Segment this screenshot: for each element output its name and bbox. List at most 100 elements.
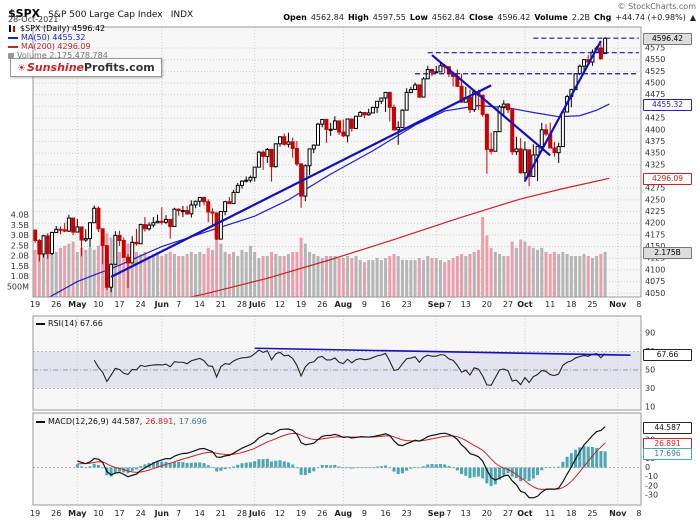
svg-text:19: 19 <box>296 300 306 309</box>
svg-text:19: 19 <box>30 300 40 309</box>
high-value: 4597.55 <box>372 13 406 22</box>
svg-text:14: 14 <box>195 509 205 518</box>
chart-date: 28-Oct-2021 <box>8 15 59 24</box>
svg-text:26: 26 <box>317 300 327 309</box>
svg-text:-30: -30 <box>645 491 658 500</box>
svg-text:17: 17 <box>114 509 124 518</box>
legend-volume-label: Volume 2,175,478,784 <box>17 51 108 60</box>
last-price-badge: 4596.42 <box>643 33 692 45</box>
svg-text:4150: 4150 <box>645 242 665 251</box>
svg-text:25: 25 <box>587 300 597 309</box>
svg-text:4350: 4350 <box>645 149 665 158</box>
rsi-legend: RSI(14) 67.66 <box>36 319 103 328</box>
svg-text:4525: 4525 <box>645 67 665 76</box>
svg-text:4250: 4250 <box>645 195 665 204</box>
candlestick-icon <box>9 25 15 32</box>
svg-text:-10: -10 <box>645 472 658 481</box>
svg-text:4475: 4475 <box>645 90 665 99</box>
sun-icon: ☀ <box>17 63 26 74</box>
svg-text:0: 0 <box>645 463 650 472</box>
svg-text:7: 7 <box>446 509 451 518</box>
svg-text:4200: 4200 <box>645 219 665 228</box>
logo-text-sunshine: Sunshine <box>26 61 84 74</box>
svg-text:4100: 4100 <box>645 265 665 274</box>
svg-text:-20: -20 <box>645 481 658 490</box>
svg-text:10: 10 <box>93 509 103 518</box>
svg-text:14: 14 <box>195 300 205 309</box>
close-value: 4596.42 <box>497 13 531 22</box>
ticker-symbol: $SPX <box>8 7 41 20</box>
svg-text:6: 6 <box>261 300 266 309</box>
svg-text:4575: 4575 <box>645 44 665 53</box>
svg-text:26: 26 <box>51 300 61 309</box>
svg-text:4375: 4375 <box>645 137 665 146</box>
macd-signal-value: 26.891, <box>145 417 176 426</box>
svg-text:4225: 4225 <box>645 207 665 216</box>
svg-text:4425: 4425 <box>645 114 665 123</box>
svg-text:10: 10 <box>93 300 103 309</box>
svg-text:7: 7 <box>176 509 181 518</box>
svg-text:7: 7 <box>446 300 451 309</box>
svg-text:20: 20 <box>482 509 492 518</box>
high-label: High <box>347 13 369 22</box>
svg-text:4275: 4275 <box>645 184 665 193</box>
macd-hist-value: 17.696 <box>178 417 207 426</box>
svg-text:12: 12 <box>275 509 285 518</box>
svg-text:30: 30 <box>645 384 655 393</box>
legend-spx-label: $SPX (Daily) 4596.42 <box>20 24 106 33</box>
volume-value: 2.2B <box>571 13 591 22</box>
svg-text:26: 26 <box>317 509 327 518</box>
svg-text:1.0B: 1.0B <box>11 272 29 281</box>
svg-text:3.0B: 3.0B <box>11 231 29 240</box>
svg-text:May: May <box>68 509 87 518</box>
quote-bar: Open 4562.84 High 4597.55 Low 4562.84 Cl… <box>283 13 696 22</box>
svg-text:25: 25 <box>587 509 597 518</box>
svg-text:11: 11 <box>545 509 555 518</box>
volume-bar-icon <box>8 52 14 59</box>
svg-text:21: 21 <box>216 509 226 518</box>
svg-text:4550: 4550 <box>645 55 665 64</box>
svg-text:Nov: Nov <box>609 509 627 518</box>
legend-volume: Volume 2,175,478,784 <box>8 51 108 60</box>
macd-value-badge: 44.587 <box>643 422 692 434</box>
svg-text:16: 16 <box>380 300 390 309</box>
legend-ma200-label: MA(200) 4296.09 <box>21 42 91 51</box>
low-value: 4562.84 <box>431 13 465 22</box>
svg-text:19: 19 <box>296 509 306 518</box>
svg-text:27: 27 <box>503 509 513 518</box>
svg-text:4325: 4325 <box>645 160 665 169</box>
ma50-line-icon <box>8 36 18 39</box>
svg-text:4075: 4075 <box>645 277 665 286</box>
svg-text:2.5B: 2.5B <box>11 241 29 250</box>
svg-text:7: 7 <box>176 300 181 309</box>
svg-text:12: 12 <box>275 300 285 309</box>
svg-text:18: 18 <box>566 509 576 518</box>
svg-text:13: 13 <box>461 300 471 309</box>
svg-text:4050: 4050 <box>645 289 665 298</box>
svg-text:23: 23 <box>402 300 412 309</box>
legend-spx-series: $SPX (Daily) 4596.42 <box>8 24 105 33</box>
sunshine-profits-logo[interactable]: ☀SunshineProfits.com <box>10 58 162 77</box>
svg-text:90: 90 <box>645 329 655 338</box>
open-value: 4562.84 <box>310 13 344 22</box>
ma200-value-badge: 4296.09 <box>643 173 692 185</box>
svg-text:9: 9 <box>362 300 367 309</box>
stockcharts-copyright-link[interactable]: © StockCharts.com <box>617 2 696 11</box>
svg-text:23: 23 <box>402 509 412 518</box>
macd-hist-badge: 17.696 <box>643 448 692 460</box>
svg-text:10: 10 <box>645 403 655 412</box>
rsi-legend-label: RSI(14) 67.66 <box>48 319 103 328</box>
svg-text:4.0B: 4.0B <box>11 211 29 220</box>
svg-text:Sep: Sep <box>428 300 445 309</box>
chg-label: Chg <box>594 13 612 22</box>
svg-text:Jul: Jul <box>248 509 261 518</box>
ma50-value-badge: 4455.32 <box>643 99 692 111</box>
svg-text:8: 8 <box>636 509 641 518</box>
svg-text:Oct: Oct <box>517 300 533 309</box>
open-label: Open <box>283 13 307 22</box>
svg-text:2.0B: 2.0B <box>11 252 29 261</box>
legend-ma50-label: MA(50) 4455.32 <box>21 33 86 42</box>
svg-text:11: 11 <box>545 300 555 309</box>
macd-value: 44.587, <box>111 417 143 426</box>
